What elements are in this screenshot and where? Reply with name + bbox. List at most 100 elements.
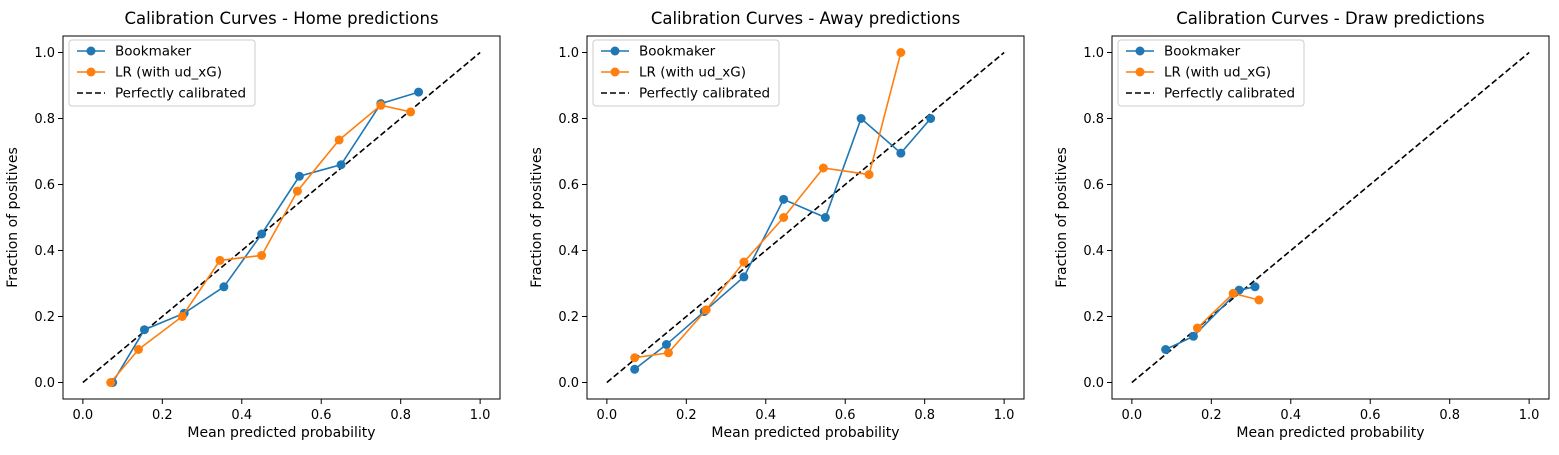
- y-tick-label: 0.4: [558, 244, 579, 259]
- legend-marker-bookmaker: [610, 46, 620, 56]
- x-tick-label: 1.0: [1519, 408, 1540, 423]
- legend-label: Bookmaker: [115, 44, 192, 60]
- data-point-lr-with-ud-xg: [292, 186, 302, 196]
- x-tick-label: 0.4: [231, 408, 252, 423]
- x-tick-label: 0.4: [1280, 408, 1301, 423]
- y-tick-label: 0.8: [34, 112, 55, 127]
- data-point-lr-with-ud-xg: [215, 255, 225, 265]
- x-tick-label: 0.6: [311, 408, 332, 423]
- x-tick-label: 0.2: [676, 408, 697, 423]
- data-point-bookmaker: [1188, 331, 1198, 341]
- y-tick-label: 0.4: [34, 244, 55, 259]
- chart-title: Calibration Curves - Away predictions: [651, 9, 960, 28]
- x-tick-label: 0.0: [597, 408, 618, 423]
- series-line-lr-with-ud-xg: [634, 52, 902, 359]
- chart-title: Calibration Curves - Home predictions: [124, 9, 438, 28]
- legend-label: LR (with ud_xG): [639, 65, 746, 81]
- plot-frame: [1111, 35, 1550, 400]
- legend-label: Perfectly calibrated: [1164, 86, 1295, 102]
- x-tick-label: 0.6: [835, 408, 856, 423]
- data-point-lr-with-ud-xg: [663, 348, 673, 358]
- y-tick-label: 0.6: [1083, 178, 1104, 193]
- data-point-lr-with-ud-xg: [106, 378, 116, 387]
- legend-marker-lr-with-ud-xg: [610, 67, 620, 77]
- data-point-lr-with-ud-xg: [376, 100, 386, 110]
- data-point-bookmaker: [257, 229, 267, 239]
- series-line-lr-with-ud-xg: [110, 104, 411, 384]
- plot-frame: [62, 35, 501, 400]
- legend-marker-bookmaker: [1135, 46, 1145, 56]
- legend-label: Bookmaker: [1164, 44, 1241, 60]
- data-point-bookmaker: [294, 171, 304, 181]
- y-axis-label: Fraction of positives: [1054, 147, 1070, 288]
- legend-label: LR (with ud_xG): [115, 65, 222, 81]
- y-tick-label: 0.6: [34, 178, 55, 193]
- series-line-bookmaker: [111, 91, 419, 383]
- data-point-lr-with-ud-xg: [630, 353, 640, 363]
- data-point-bookmaker: [739, 272, 749, 282]
- y-tick-label: 0.6: [558, 178, 579, 193]
- x-tick-label: 0.8: [390, 408, 411, 423]
- legend-label: Perfectly calibrated: [115, 86, 246, 102]
- data-point-bookmaker: [661, 340, 671, 350]
- data-point-lr-with-ud-xg: [896, 48, 906, 57]
- legend-marker-bookmaker: [86, 46, 96, 56]
- series-line-bookmaker: [1165, 286, 1256, 351]
- x-tick-label: 0.2: [152, 408, 173, 423]
- x-axis-label: Mean predicted probability: [711, 425, 899, 441]
- chart-panel-1: Calibration Curves - Home predictions 0.0…: [5, 9, 501, 441]
- chart-panel-2: Calibration Curves - Away predictions 0.0…: [529, 9, 1025, 441]
- data-point-lr-with-ud-xg: [257, 250, 267, 260]
- y-tick-label: 0.8: [558, 112, 579, 127]
- data-point-lr-with-ud-xg: [818, 163, 828, 173]
- chart-panel-3: Calibration Curves - Draw predictions 0.0…: [1054, 9, 1550, 441]
- y-tick-label: 1.0: [558, 46, 579, 61]
- y-tick-label: 1.0: [34, 46, 55, 61]
- legend-label: Bookmaker: [639, 44, 716, 60]
- chart-title: Calibration Curves - Draw predictions: [1176, 9, 1484, 28]
- series-line-perfectly-calibrated: [606, 51, 1005, 384]
- legend-marker-lr-with-ud-xg: [1135, 67, 1145, 77]
- y-tick-label: 0.0: [34, 376, 55, 391]
- legend-box: [68, 39, 256, 107]
- x-tick-label: 0.2: [1201, 408, 1222, 423]
- data-point-bookmaker: [896, 148, 906, 158]
- data-point-bookmaker: [336, 160, 346, 170]
- legend-box: [1117, 39, 1305, 107]
- x-tick-label: 0.4: [755, 408, 776, 423]
- data-point-bookmaker: [779, 194, 789, 204]
- data-point-lr-with-ud-xg: [334, 135, 344, 145]
- data-point-lr-with-ud-xg: [864, 170, 874, 180]
- legend: Bookmaker LR (with ud_xG) Perfectly calibr…: [592, 39, 780, 107]
- data-point-lr-with-ud-xg: [779, 213, 789, 222]
- y-tick-label: 0.8: [1083, 112, 1104, 127]
- data-point-bookmaker: [1161, 345, 1171, 354]
- data-point-bookmaker: [219, 282, 229, 292]
- legend: Bookmaker LR (with ud_xG) Perfectly calibr…: [68, 39, 256, 107]
- data-point-bookmaker: [856, 114, 866, 123]
- data-point-lr-with-ud-xg: [1192, 323, 1202, 333]
- y-tick-label: 0.2: [558, 310, 579, 325]
- x-tick-label: 0.0: [1122, 408, 1143, 423]
- x-axis-label: Mean predicted probability: [187, 425, 375, 441]
- y-tick-label: 0.4: [1083, 244, 1104, 259]
- y-tick-label: 0.2: [1083, 310, 1104, 325]
- x-tick-label: 1.0: [994, 408, 1015, 423]
- legend-marker-lr-with-ud-xg: [86, 67, 96, 77]
- y-tick-label: 0.0: [558, 376, 579, 391]
- data-point-lr-with-ud-xg: [701, 305, 711, 315]
- data-point-bookmaker: [139, 325, 149, 335]
- x-tick-label: 0.8: [914, 408, 935, 423]
- y-tick-label: 0.2: [34, 310, 55, 325]
- data-point-bookmaker: [630, 364, 640, 374]
- data-point-bookmaker: [926, 114, 936, 123]
- x-tick-label: 1.0: [470, 408, 491, 423]
- legend-label: LR (with ud_xG): [1164, 65, 1271, 81]
- x-tick-label: 0.8: [1439, 408, 1460, 423]
- data-point-lr-with-ud-xg: [1254, 295, 1264, 305]
- data-point-lr-with-ud-xg: [177, 312, 187, 321]
- y-axis-label: Fraction of positives: [529, 147, 545, 288]
- x-tick-label: 0.0: [73, 408, 94, 423]
